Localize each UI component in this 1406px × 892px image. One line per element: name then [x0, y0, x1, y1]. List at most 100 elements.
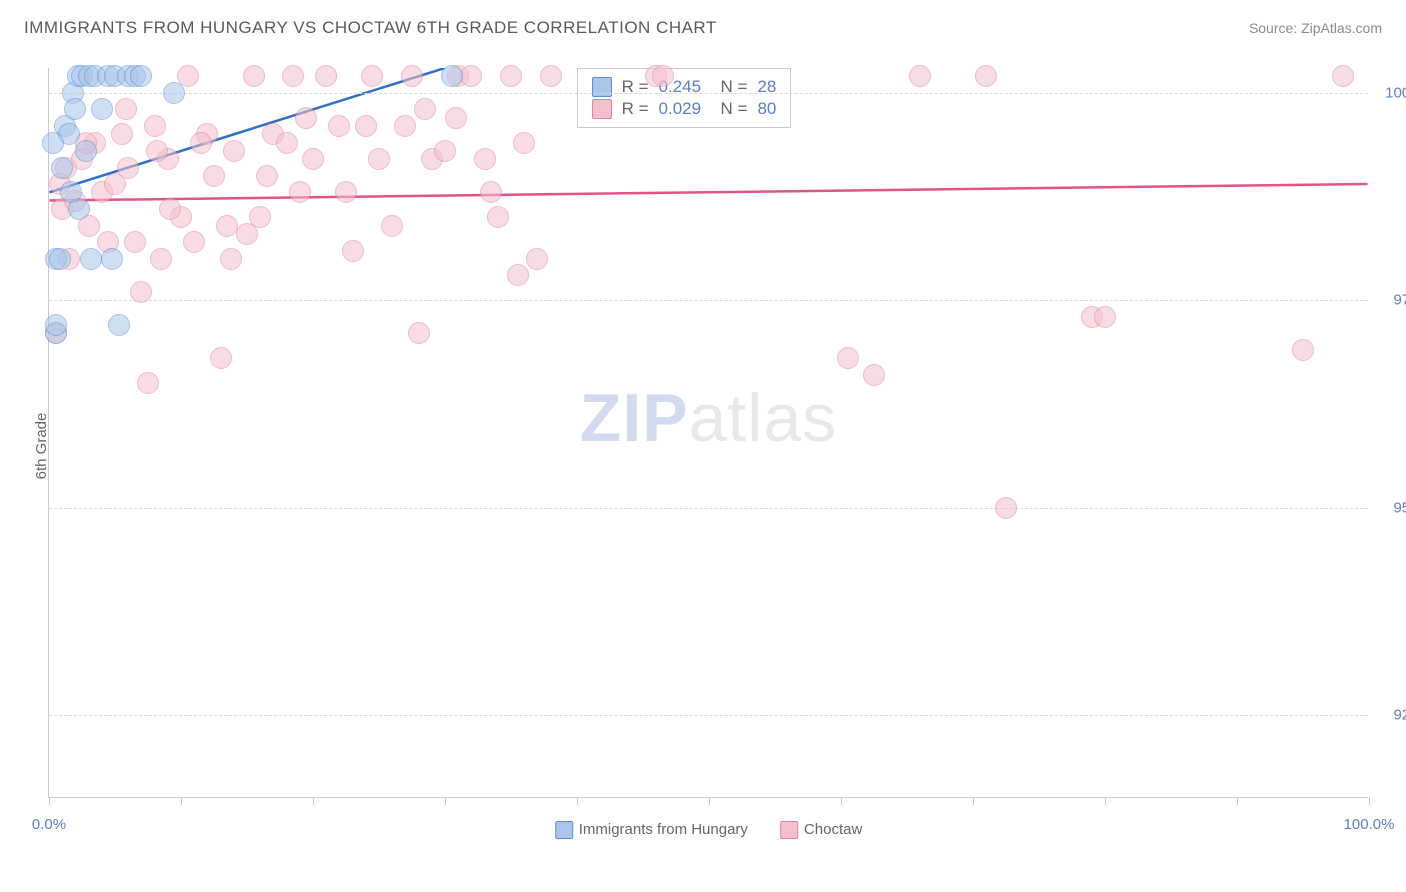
data-point: [80, 248, 102, 270]
data-point: [909, 65, 931, 87]
data-point: [361, 65, 383, 87]
x-tick: [709, 797, 710, 805]
stats-n-value: 80: [757, 99, 776, 119]
data-point: [150, 248, 172, 270]
x-tick-label: 0.0%: [32, 816, 66, 833]
watermark-atlas: atlas: [689, 380, 838, 456]
stats-legend-box: R = 0.245 N = 28R = 0.029 N = 80: [577, 68, 792, 128]
stats-swatch: [592, 77, 612, 97]
data-point: [124, 231, 146, 253]
data-point: [210, 347, 232, 369]
stats-r-value: 0.029: [659, 99, 702, 119]
data-point: [513, 132, 535, 154]
stats-row: R = 0.245 N = 28: [592, 77, 777, 97]
data-point: [368, 148, 390, 170]
data-point: [190, 132, 212, 154]
data-point: [111, 123, 133, 145]
data-point: [282, 65, 304, 87]
gridline: [49, 508, 1368, 509]
x-tick: [313, 797, 314, 805]
y-tick-label: 97.5%: [1393, 292, 1406, 309]
data-point: [507, 264, 529, 286]
data-point: [101, 248, 123, 270]
data-point: [144, 115, 166, 137]
data-point: [1292, 339, 1314, 361]
x-tick: [1105, 797, 1106, 805]
data-point: [216, 215, 238, 237]
legend-swatch: [555, 821, 573, 839]
x-tick: [181, 797, 182, 805]
x-tick-label: 100.0%: [1344, 816, 1395, 833]
x-tick: [49, 797, 50, 805]
data-point: [394, 115, 416, 137]
stats-row: R = 0.029 N = 80: [592, 99, 777, 119]
data-point: [474, 148, 496, 170]
data-point: [540, 65, 562, 87]
data-point: [159, 198, 181, 220]
y-tick-label: 92.5%: [1393, 707, 1406, 724]
data-point: [401, 65, 423, 87]
data-point: [652, 65, 674, 87]
watermark-zip: ZIP: [580, 380, 689, 456]
data-point: [60, 181, 82, 203]
data-point: [117, 157, 139, 179]
data-point: [975, 65, 997, 87]
data-point: [460, 65, 482, 87]
chart-title: IMMIGRANTS FROM HUNGARY VS CHOCTAW 6TH G…: [24, 18, 717, 38]
data-point: [328, 115, 350, 137]
gridline: [49, 300, 1368, 301]
data-point: [355, 115, 377, 137]
x-tick: [1369, 797, 1370, 805]
data-point: [487, 206, 509, 228]
legend-label: Choctaw: [804, 821, 862, 838]
data-point: [256, 165, 278, 187]
data-point: [1094, 306, 1116, 328]
stats-n-value: 28: [757, 77, 776, 97]
data-point: [183, 231, 205, 253]
stats-n-label: N =: [711, 77, 747, 97]
data-point: [91, 98, 113, 120]
data-point: [995, 497, 1017, 519]
data-point: [289, 181, 311, 203]
data-point: [1332, 65, 1354, 87]
data-point: [863, 364, 885, 386]
data-point: [146, 140, 168, 162]
stats-r-label: R =: [622, 77, 649, 97]
legend-label: Immigrants from Hungary: [579, 821, 748, 838]
y-tick-label: 95.0%: [1393, 499, 1406, 516]
data-point: [295, 107, 317, 129]
data-point: [64, 98, 86, 120]
data-point: [203, 165, 225, 187]
data-point: [130, 281, 152, 303]
legend-item: Immigrants from Hungary: [555, 821, 748, 839]
data-point: [220, 248, 242, 270]
data-point: [130, 65, 152, 87]
legend-swatch: [780, 821, 798, 839]
data-point: [108, 314, 130, 336]
data-point: [342, 240, 364, 262]
y-tick-label: 100.0%: [1385, 84, 1406, 101]
data-point: [243, 65, 265, 87]
x-tick: [1237, 797, 1238, 805]
data-point: [249, 206, 271, 228]
data-point: [480, 181, 502, 203]
trend-lines: [49, 68, 1368, 797]
x-tick: [973, 797, 974, 805]
data-point: [137, 372, 159, 394]
correlation-chart: IMMIGRANTS FROM HUNGARY VS CHOCTAW 6TH G…: [0, 0, 1406, 892]
data-point: [223, 140, 245, 162]
trend-line: [49, 184, 1367, 201]
data-point: [414, 98, 436, 120]
x-tick: [577, 797, 578, 805]
data-point: [45, 314, 67, 336]
data-point: [500, 65, 522, 87]
data-point: [441, 65, 463, 87]
data-point: [434, 140, 456, 162]
plot-area: ZIPatlas R = 0.245 N = 28R = 0.029 N = 8…: [48, 68, 1368, 798]
stats-swatch: [592, 99, 612, 119]
data-point: [51, 157, 73, 179]
data-point: [837, 347, 859, 369]
x-tick: [445, 797, 446, 805]
data-point: [526, 248, 548, 270]
legend-item: Choctaw: [780, 821, 862, 839]
